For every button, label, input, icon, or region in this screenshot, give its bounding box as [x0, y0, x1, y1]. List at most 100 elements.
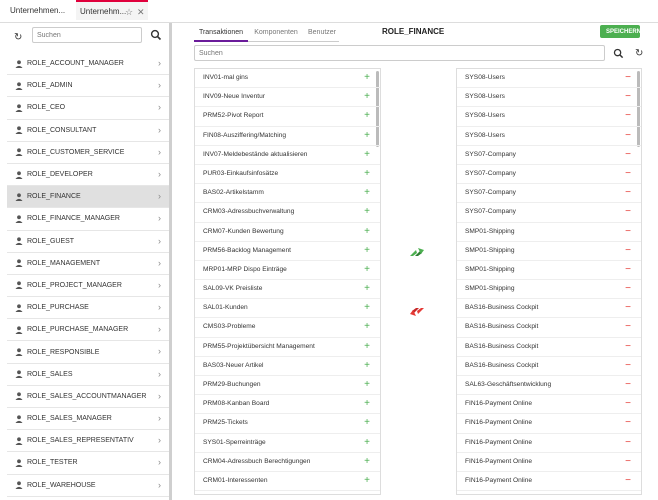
list-item[interactable]: BAS16-Business Cockpit − — [457, 357, 641, 376]
list-item[interactable]: FIN16-Payment Online− — [457, 491, 641, 494]
list-item[interactable]: CRM04-Adressbuch Berechtigungen + — [195, 453, 380, 472]
list-item[interactable]: SYS08-Users − — [457, 127, 641, 146]
add-icon[interactable]: + — [364, 455, 370, 467]
role-item[interactable]: ROLE_RESPONSIBLE › — [7, 341, 169, 364]
add-icon[interactable]: + — [364, 283, 370, 295]
list-item[interactable]: SMP01-Shipping − — [457, 223, 641, 242]
role-item[interactable]: ROLE_DEVELOPER › — [7, 164, 169, 187]
scrollbar[interactable] — [637, 71, 640, 147]
refresh-icon[interactable]: ↻ — [635, 48, 644, 59]
list-item[interactable]: PRM08-Kanban Board + — [195, 395, 380, 415]
list-item[interactable]: BAS16-Business Cockpit − — [457, 299, 641, 319]
role-item[interactable]: ROLE_FINANCE › — [7, 186, 169, 209]
list-item[interactable]: SMP01-Shipping − — [457, 280, 641, 300]
list-item[interactable]: INV09-Neue Inventur + — [195, 88, 380, 108]
add-icon[interactable]: + — [364, 91, 370, 103]
role-item[interactable]: ROLE_MANAGEMENT › — [7, 253, 169, 275]
remove-icon[interactable]: − — [625, 91, 631, 103]
remove-icon[interactable]: − — [625, 491, 631, 494]
remove-icon[interactable]: − — [625, 187, 631, 199]
list-item[interactable]: SMP01-Shipping − — [457, 242, 641, 261]
add-icon[interactable]: + — [364, 167, 370, 179]
list-item[interactable]: BAS16-Business Cockpit − — [457, 318, 641, 338]
list-item[interactable]: SYS08-Users − — [457, 88, 641, 108]
remove-icon[interactable]: − — [625, 474, 631, 486]
list-item[interactable]: SAL09-VK Preisliste + — [195, 280, 380, 300]
transaction-search-input[interactable] — [194, 45, 605, 61]
list-item[interactable]: PRM52-Pivot Report + — [195, 107, 380, 127]
list-item[interactable]: FIN08-Ausziffering/Matching + — [195, 127, 380, 146]
add-icon[interactable]: + — [364, 206, 370, 218]
add-icon[interactable]: + — [364, 436, 370, 448]
role-item[interactable]: ROLE_GUEST › — [7, 231, 169, 253]
role-item[interactable]: ROLE_CONSULTANT › — [7, 120, 169, 142]
remove-icon[interactable]: − — [625, 244, 631, 256]
refresh-icon[interactable]: ↻ — [14, 32, 23, 43]
remove-icon[interactable]: − — [625, 359, 631, 371]
list-item[interactable]: FIN16-Payment Online− — [457, 434, 641, 453]
list-item[interactable]: FIN16-Payment Online− — [457, 472, 641, 492]
assign-arrow-icon[interactable] — [409, 247, 425, 259]
add-icon[interactable]: + — [364, 379, 370, 390]
tab-transaktionen[interactable]: Transaktionen — [194, 25, 248, 42]
role-item[interactable]: ROLE_CEO › — [7, 97, 169, 120]
add-icon[interactable]: + — [364, 321, 370, 333]
list-item[interactable]: PRM58-Projektabrechnung+ — [195, 491, 380, 494]
add-icon[interactable]: + — [364, 72, 370, 83]
list-item[interactable]: CRM01-Interessenten + — [195, 472, 380, 492]
list-item[interactable]: PRM56-Backlog Management + — [195, 242, 380, 261]
add-icon[interactable]: + — [364, 302, 370, 314]
list-item[interactable]: PRM55-Projektübersicht Management + — [195, 338, 380, 357]
scrollbar[interactable] — [376, 71, 379, 147]
list-item[interactable]: MRP01-MRP Dispo Einträge + — [195, 261, 380, 281]
add-icon[interactable]: + — [364, 225, 370, 237]
list-item[interactable]: FIN16-Payment Online− — [457, 453, 641, 472]
role-item[interactable]: ROLE_FINANCE_MANAGER › — [7, 208, 169, 231]
list-item[interactable]: INV07-Meldebestände aktualisieren + — [195, 146, 380, 165]
role-item[interactable]: ROLE_ADMIN › — [7, 75, 169, 98]
add-icon[interactable]: + — [364, 474, 370, 486]
list-item[interactable]: PRM29-Buchungen + — [195, 376, 380, 396]
remove-icon[interactable]: − — [625, 225, 631, 237]
remove-icon[interactable]: − — [625, 110, 631, 122]
remove-icon[interactable]: − — [625, 436, 631, 448]
add-icon[interactable]: + — [364, 263, 370, 275]
role-item[interactable]: ROLE_SALES › — [7, 364, 169, 386]
role-item[interactable]: ROLE_SALES_REPRESENTATIV › — [7, 430, 169, 453]
list-item[interactable]: SAL01-Kunden + — [195, 299, 380, 319]
list-item[interactable]: CMS03-Probleme + — [195, 318, 380, 338]
tab-benutzer[interactable]: Benutzer — [307, 29, 337, 36]
remove-icon[interactable]: − — [625, 283, 631, 295]
list-item[interactable]: SYS08-Users − — [457, 69, 641, 89]
tab-komponenten[interactable]: Komponenten — [254, 29, 298, 36]
add-icon[interactable]: + — [364, 110, 370, 122]
role-item[interactable]: ROLE_PROJECT_MANAGER › — [7, 275, 169, 298]
role-item[interactable]: ROLE_CUSTOMER_SERVICE › — [7, 142, 169, 164]
remove-icon[interactable]: − — [625, 417, 631, 429]
search-icon[interactable] — [150, 29, 162, 41]
list-item[interactable]: BAS16-Business Cockpit − — [457, 338, 641, 357]
list-item[interactable]: CRM07-Kunden Bewertung + — [195, 223, 380, 242]
add-icon[interactable]: + — [364, 340, 370, 352]
list-item[interactable]: SMP01-Shipping − — [457, 261, 641, 281]
list-item[interactable]: BAS02-Artikelstamm + — [195, 184, 380, 204]
list-item[interactable]: SYS08-Users − — [457, 107, 641, 127]
role-item[interactable]: ROLE_SALES_ACCOUNTMANAGER › — [7, 386, 169, 408]
role-item[interactable]: ROLE_PURCHASE › — [7, 297, 169, 320]
list-item[interactable]: INV01-mal gins + — [195, 69, 380, 89]
add-icon[interactable]: + — [364, 148, 370, 160]
add-icon[interactable]: + — [364, 129, 370, 141]
role-item[interactable]: ROLE_TESTER › — [7, 452, 169, 475]
remove-icon[interactable]: − — [625, 321, 631, 333]
list-item[interactable]: PRM25-Tickets + — [195, 414, 380, 434]
role-search-input[interactable] — [32, 27, 142, 43]
add-icon[interactable]: + — [364, 417, 370, 429]
star-icon[interactable]: ☆ — [125, 7, 134, 17]
unassign-arrow-icon[interactable] — [409, 305, 425, 317]
list-item[interactable]: SYS07-Company − — [457, 203, 641, 223]
remove-icon[interactable]: − — [625, 302, 631, 314]
close-icon[interactable]: ✕ — [137, 7, 145, 17]
remove-icon[interactable]: − — [625, 72, 631, 83]
list-item[interactable]: FIN16-Payment Online− — [457, 414, 641, 434]
list-item[interactable]: SYS07-Company − — [457, 146, 641, 165]
